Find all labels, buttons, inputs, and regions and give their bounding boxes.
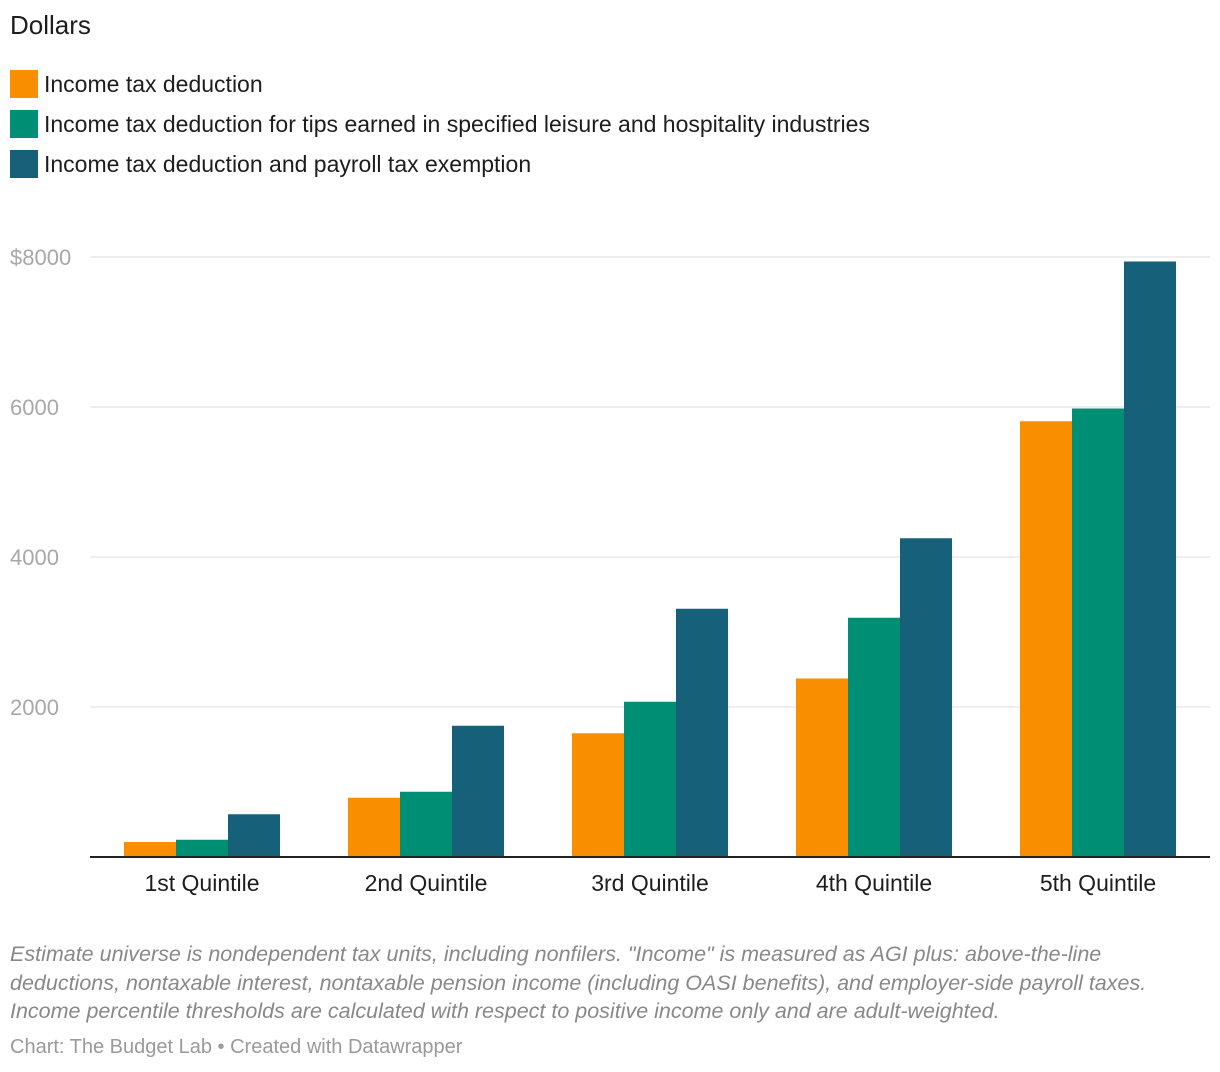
legend-label: Income tax deduction and payroll tax exe…: [44, 150, 532, 177]
bar: [1020, 421, 1072, 857]
bar: [900, 538, 952, 857]
bar: [1124, 261, 1176, 857]
bar: [124, 842, 176, 857]
chart-credit: Chart: The Budget Lab • Created with Dat…: [10, 1036, 463, 1058]
bar: [572, 733, 624, 857]
chart-legend: Income tax deduction Income tax deductio…: [10, 64, 870, 184]
bar: [796, 678, 848, 857]
bar: [1072, 408, 1124, 857]
bar: [228, 814, 280, 857]
x-tick-label: 3rd Quintile: [591, 870, 709, 896]
bar: [400, 791, 452, 857]
bar: [848, 617, 900, 857]
y-tick-label: 6000: [10, 395, 59, 420]
bar: [348, 797, 400, 857]
legend-swatch-orange: [10, 70, 38, 98]
legend-item-income-tax-deduction: Income tax deduction: [10, 64, 870, 104]
bar-chart: $8000 6000 4000 2000 1st Quintile 2nd Quintil…: [10, 245, 1210, 896]
legend-swatch-green: [10, 110, 38, 138]
legend-label: Income tax deduction for tips earned in …: [44, 110, 870, 137]
x-tick-label: 5th Quintile: [1040, 870, 1156, 896]
bar: [176, 839, 228, 857]
bar: [452, 725, 504, 857]
bar: [676, 608, 728, 857]
x-tick-label: 1st Quintile: [144, 870, 259, 896]
legend-item-tips-deduction: Income tax deduction for tips earned in …: [10, 104, 870, 144]
x-tick-label: 2nd Quintile: [365, 870, 488, 896]
legend-swatch-blue: [10, 150, 38, 178]
x-tick-label: 4th Quintile: [816, 870, 932, 896]
chart-notes: Estimate universe is nondependent tax un…: [10, 942, 1147, 1023]
bar: [624, 701, 676, 857]
chart-subtitle: Dollars: [10, 10, 91, 40]
legend-label: Income tax deduction: [44, 70, 263, 97]
y-tick-label: 2000: [10, 695, 59, 720]
legend-item-deduction-and-exemption: Income tax deduction and payroll tax exe…: [10, 144, 870, 184]
y-tick-label: 4000: [10, 545, 59, 570]
y-tick-label: $8000: [10, 245, 71, 270]
